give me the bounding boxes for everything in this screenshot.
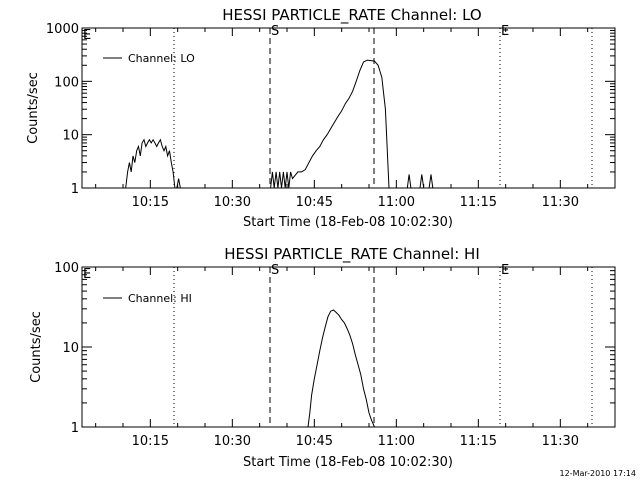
x-tick-label-hi-4: 11:15 [460,434,497,449]
series-line-lo-2 [406,174,434,189]
marker-label-e2-lo: E [501,24,509,39]
marker-label-s-lo: S [271,24,279,39]
marker-label-e1-hi: E [83,267,91,282]
plot-frame-lo [81,27,616,189]
series-lo [125,59,434,189]
footer-timestamp: 12-Mar-2010 17:14 [560,469,637,478]
x-tick-label-lo-3: 11:00 [378,195,415,210]
legend-hi: Channel: HI [103,292,192,305]
series-line-lo-0 [125,138,183,189]
x-tick-label-hi-0: 10:15 [132,434,169,449]
y-tick-label-lo-2: 100 [54,75,79,90]
event-markers-hi: E S E [83,263,593,427]
panel-hi: HESSI PARTICLE_RATE Channel: HI Counts/s… [29,245,616,470]
y-axis-label-lo: Counts/sec [26,72,41,144]
series-line-lo-1 [270,59,390,189]
ticks-lo: 10:15 10:30 10:45 11:00 11:15 11:30 1 10 100 1000 [46,22,616,210]
x-tick-label-lo-1: 10:30 [214,195,251,210]
x-tick-label-hi-5: 11:30 [542,434,579,449]
x-tick-label-hi-1: 10:30 [214,434,251,449]
x-axis-label-hi: Start Time (18-Feb-08 10:02:30) [243,455,453,470]
event-markers-lo: E S E [83,24,593,188]
y-tick-label-hi-0: 1 [71,421,79,436]
series-hi [307,309,375,428]
marker-label-s-hi: S [271,263,279,278]
y-tick-label-lo-0: 1 [71,182,79,197]
x-tick-label-lo-5: 11:30 [542,195,579,210]
legend-label-hi: Channel: HI [128,292,192,305]
legend-lo: Channel: LO [103,52,195,65]
plot-frame-hi [81,266,616,428]
y-tick-label-lo-1: 10 [62,129,79,144]
x-tick-label-lo-4: 11:15 [460,195,497,210]
y-tick-label-lo-3: 1000 [46,22,79,37]
ticks-hi: 10:15 10:30 10:45 11:00 11:15 11:30 1 10 100 [54,261,616,449]
x-tick-label-lo-0: 10:15 [132,195,169,210]
chart-title-hi: HESSI PARTICLE_RATE Channel: HI [224,245,480,264]
x-tick-label-hi-2: 10:45 [296,434,333,449]
x-tick-label-lo-2: 10:45 [296,195,333,210]
y-tick-label-hi-2: 100 [54,261,79,276]
series-line-hi-0 [307,309,375,428]
panel-lo: HESSI PARTICLE_RATE Channel: LO Counts/s… [26,6,616,230]
y-axis-label-hi: Counts/sec [29,311,44,383]
legend-label-lo: Channel: LO [128,52,195,65]
y-tick-label-hi-1: 10 [62,341,79,356]
x-axis-label-lo: Start Time (18-Feb-08 10:02:30) [243,215,453,230]
x-tick-label-hi-3: 11:00 [378,434,415,449]
marker-label-e2-hi: E [501,263,509,278]
chart-title-lo: HESSI PARTICLE_RATE Channel: LO [222,6,481,25]
marker-label-e1-lo: E [83,28,91,43]
